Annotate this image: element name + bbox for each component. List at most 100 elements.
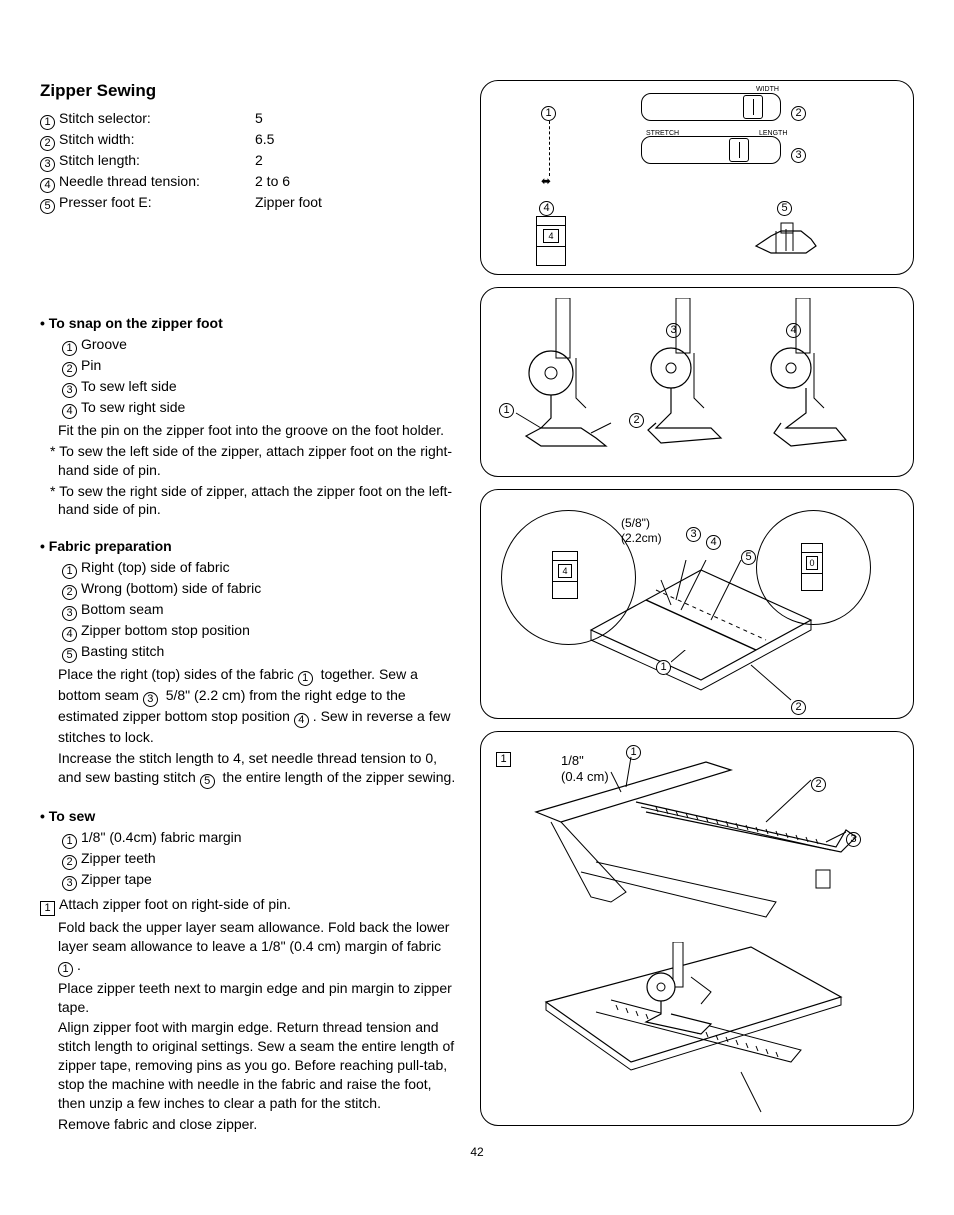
setting-label: Needle thread tension: — [59, 173, 200, 189]
length-dial-icon — [641, 136, 781, 164]
item-num-icon: 1 — [62, 564, 77, 579]
setting-num-icon: 1 — [40, 115, 55, 130]
section-heading: Fabric preparation — [40, 537, 460, 556]
setting-label: Stitch length: — [59, 152, 140, 168]
callout-icon: 5 — [777, 201, 792, 216]
foot-sketch-icon — [636, 298, 736, 468]
item-num-icon: 3 — [62, 876, 77, 891]
callout-icon: 2 — [791, 106, 806, 121]
item-text: Basting stitch — [81, 643, 164, 659]
sewing-diagram-icon — [541, 942, 851, 1117]
inline-ref-icon: 3 — [143, 692, 158, 707]
figures-column: 1 ⬌ WIDTH 2 STRETCH LENGTH 3 4 4 5 — [480, 80, 914, 1134]
measurement-label: (2.2cm) — [621, 530, 662, 546]
setting-num-icon: 5 — [40, 199, 55, 214]
callout-icon: 4 — [539, 201, 554, 216]
item-num-icon: 3 — [62, 606, 77, 621]
inline-ref-icon: 5 — [200, 774, 215, 789]
item-num-icon: 3 — [62, 383, 77, 398]
item-text: Pin — [81, 357, 101, 373]
callout-icon: 3 — [686, 527, 701, 542]
zipper-align-icon — [516, 752, 866, 942]
item-text: To sew left side — [81, 378, 177, 394]
paragraph: Fit the pin on the zipper foot into the … — [40, 421, 460, 440]
setting-num-icon: 3 — [40, 157, 55, 172]
stretch-label: STRETCH — [646, 129, 679, 138]
figure-fabric-prep: 4 0 (5/8") (2.2cm) 3 4 5 — [480, 489, 914, 719]
item-num-icon: 2 — [62, 585, 77, 600]
width-label: WIDTH — [756, 85, 779, 94]
manual-page: Zipper Sewing 1 Stitch selector: 5 2 Stitc… — [40, 80, 914, 1134]
setting-value: 2 to 6 — [255, 172, 290, 193]
item-text: Wrong (bottom) side of fabric — [81, 580, 261, 596]
foot-sketch-icon — [756, 298, 856, 468]
setting-row: 4 Needle thread tension: 2 to 6 — [40, 172, 460, 193]
step-text: Attach zipper foot on right-side of pin. — [59, 896, 291, 912]
section-snap: To snap on the zipper foot 1Groove 2Pin … — [40, 314, 460, 519]
callout-icon: 1 — [656, 660, 671, 675]
item-text: Right (top) side of fabric — [81, 559, 230, 575]
knob-icon — [729, 138, 749, 162]
setting-row: 2 Stitch width: 6.5 — [40, 130, 460, 151]
item-text: Zipper tape — [81, 871, 152, 887]
item-text: 1/8" (0.4cm) fabric margin — [81, 829, 242, 845]
setting-num-icon: 2 — [40, 136, 55, 151]
item-num-icon: 2 — [62, 362, 77, 377]
paragraph: Place zipper teeth next to margin edge a… — [40, 979, 460, 1017]
figure-to-sew: 1 1 1/8" (0.4 cm) 2 3 — [480, 731, 914, 1126]
item-text: To sew right side — [81, 399, 185, 415]
item-num-icon: 4 — [62, 627, 77, 642]
setting-row: 5 Presser foot E: Zipper foot — [40, 193, 460, 214]
callout-icon: 1 — [541, 106, 556, 121]
figure-settings: 1 ⬌ WIDTH 2 STRETCH LENGTH 3 4 4 5 — [480, 80, 914, 275]
text-column: Zipper Sewing 1 Stitch selector: 5 2 Stitc… — [40, 80, 460, 1134]
needle-line-icon — [549, 121, 550, 176]
setting-label: Stitch selector: — [59, 110, 151, 126]
measurement-label: (5/8") — [621, 515, 650, 531]
paragraph: Increase the stitch length to 4, set nee… — [40, 749, 460, 789]
item-text: Groove — [81, 336, 127, 352]
setting-num-icon: 4 — [40, 178, 55, 193]
section-sew: To sew 1 1/8" (0.4cm) fabric margin 2 Zipp… — [40, 807, 460, 1134]
section-heading: To snap on the zipper foot — [40, 314, 460, 333]
item-num-icon: 2 — [62, 855, 77, 870]
setting-label: Presser foot E: — [59, 194, 152, 210]
note: * To sew the left side of the zipper, at… — [40, 442, 460, 480]
page-title: Zipper Sewing — [40, 80, 460, 103]
section-heading: To sew — [40, 807, 460, 826]
zipper-foot-icon — [751, 221, 821, 261]
figure-snap-foot: 1 2 3 4 — [480, 287, 914, 477]
paragraph: Align zipper foot with margin edge. Retu… — [40, 1018, 460, 1112]
item-text: Bottom seam — [81, 601, 163, 617]
setting-row: 1 Stitch selector: 5 — [40, 109, 460, 130]
inline-ref-icon: 1 — [58, 962, 73, 977]
tension-plate-icon: 4 — [536, 216, 566, 266]
item-num-icon: 1 — [62, 834, 77, 849]
setting-label: Stitch width: — [59, 131, 134, 147]
setting-value: 6.5 — [255, 130, 274, 151]
setting-value: 2 — [255, 151, 263, 172]
item-num-icon: 4 — [62, 404, 77, 419]
settings-list: 1 Stitch selector: 5 2 Stitch width: 6.5 3… — [40, 109, 460, 214]
paragraph: Fold back the upper layer seam allowance… — [40, 918, 460, 977]
callout-icon: 4 — [706, 535, 721, 550]
paragraph: Remove fabric and close zipper. — [40, 1115, 460, 1134]
item-text: Zipper bottom stop position — [81, 622, 250, 638]
page-number: 42 — [40, 1144, 914, 1160]
inline-ref-icon: 1 — [298, 671, 313, 686]
setting-value: 5 — [255, 109, 263, 130]
step-box-icon: 1 — [496, 752, 511, 767]
item-text: Zipper teeth — [81, 850, 156, 866]
step-num-icon: 1 — [40, 901, 55, 916]
callout-icon: 3 — [791, 148, 806, 163]
inline-ref-icon: 4 — [294, 713, 309, 728]
note: * To sew the right side of zipper, attac… — [40, 482, 460, 520]
item-num-icon: 1 — [62, 341, 77, 356]
item-num-icon: 5 — [62, 648, 77, 663]
section-fabric: Fabric preparation 1 Right (top) side of … — [40, 537, 460, 789]
knob-icon — [743, 95, 763, 119]
length-label: LENGTH — [759, 129, 787, 138]
arrow-icon: ⬌ — [541, 173, 551, 189]
leader-line-icon — [671, 650, 811, 710]
setting-value: Zipper foot — [255, 193, 322, 214]
